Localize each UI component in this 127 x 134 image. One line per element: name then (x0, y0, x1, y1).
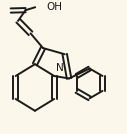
Text: N: N (56, 63, 63, 73)
Text: OH: OH (46, 2, 62, 12)
